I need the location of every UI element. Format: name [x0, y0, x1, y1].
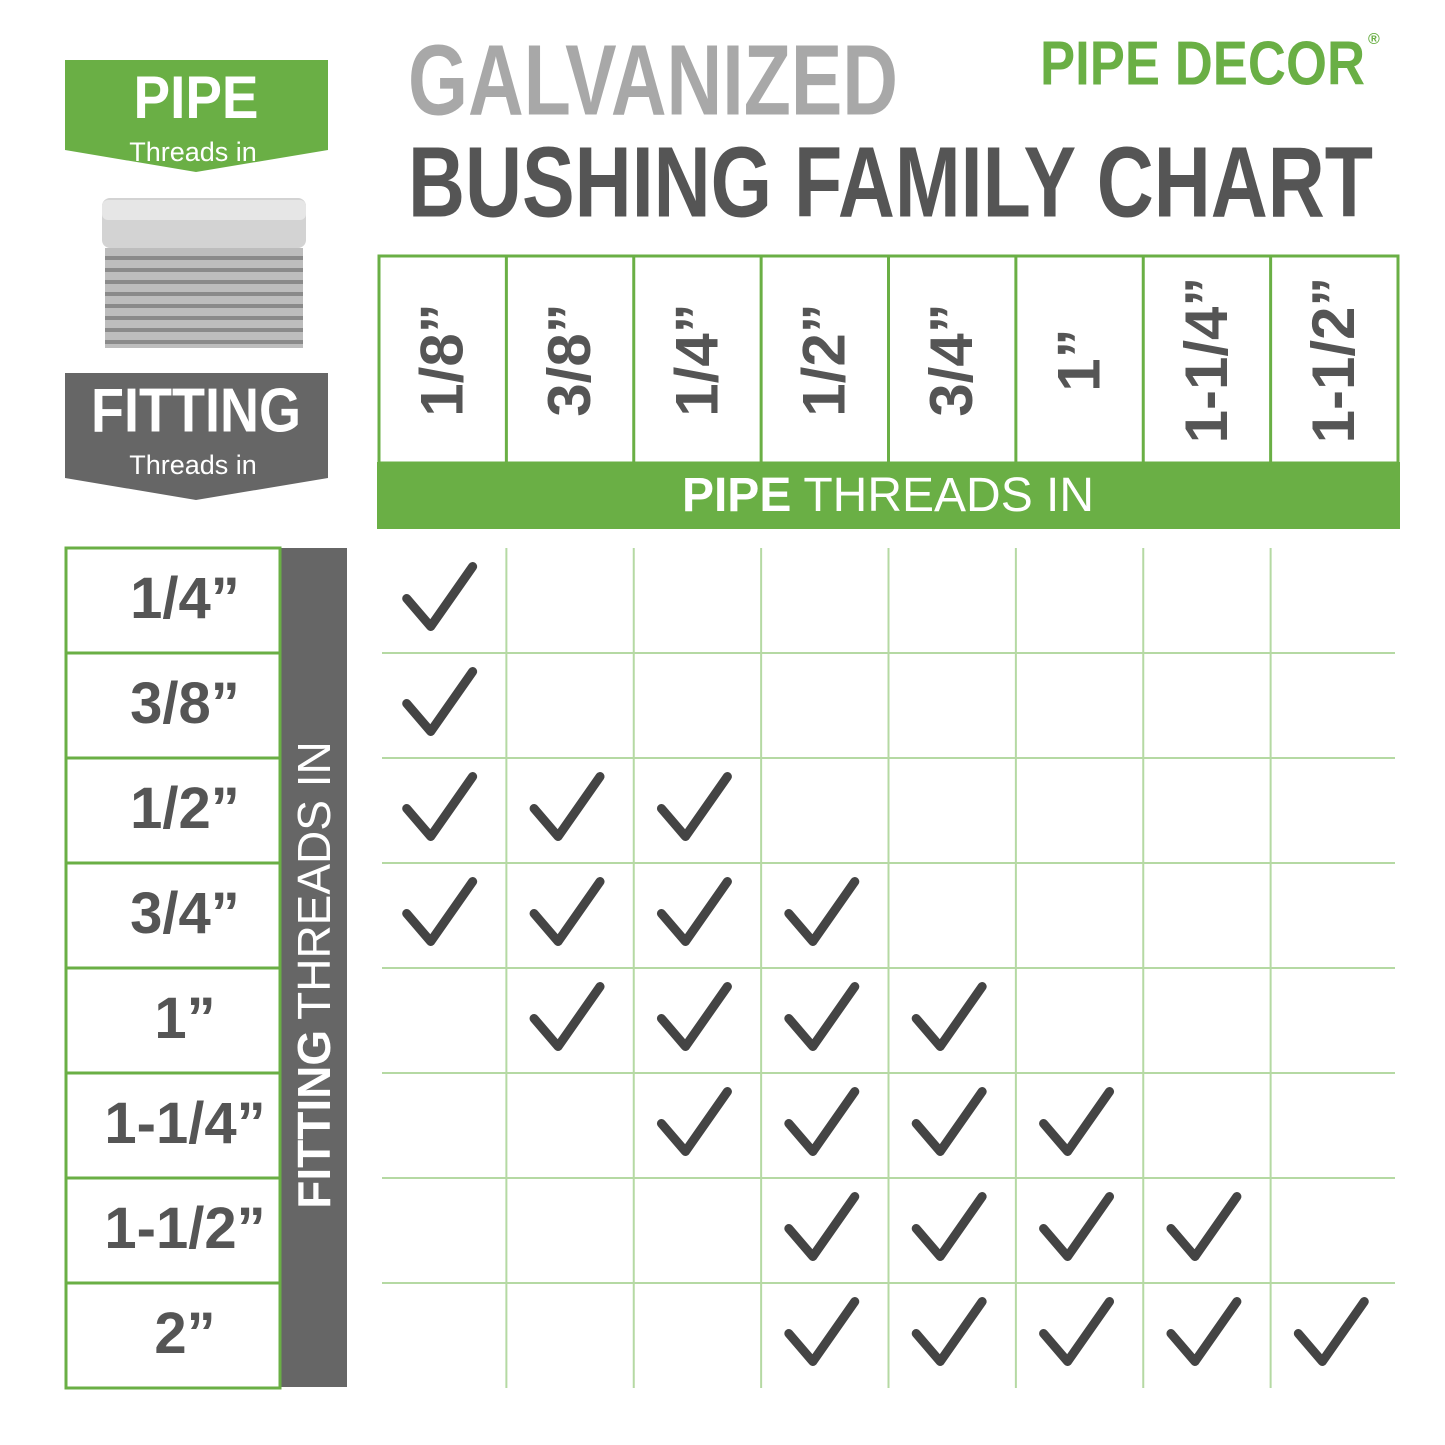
row-axis-bold: FITTING	[288, 1030, 340, 1209]
column-label: 1/2”	[791, 303, 858, 416]
check-mark	[1039, 1297, 1115, 1366]
check-mark	[529, 877, 605, 946]
column-label: 1/4”	[663, 303, 730, 416]
brand: PIPE DECOR	[1040, 29, 1365, 98]
check-mark	[656, 1087, 732, 1156]
check-mark	[656, 982, 732, 1051]
pipe-sub: Threads in	[129, 137, 257, 167]
column-label: 1-1/4”	[1173, 277, 1240, 444]
check-mark	[911, 982, 987, 1051]
check-mark	[529, 772, 605, 841]
title-line1: GALVANIZED	[408, 24, 898, 136]
pipe-label: PIPE	[134, 64, 259, 131]
column-axis-bold: PIPE	[682, 469, 791, 522]
row-label: 1”	[154, 986, 215, 1051]
row-axis-rest: THREADS IN	[288, 741, 340, 1020]
check-mark	[1166, 1297, 1242, 1366]
check-mark	[402, 562, 478, 631]
row-label: 1/4”	[130, 566, 240, 631]
check-mark	[1293, 1297, 1369, 1366]
check-mark	[911, 1297, 987, 1366]
row-label: 2”	[154, 1301, 215, 1366]
row-label-box	[64, 1281, 282, 1390]
check-mark	[402, 877, 478, 946]
fitting-sub: Threads in	[129, 450, 257, 480]
row-axis-bar	[280, 548, 347, 1387]
column-label: 1-1/2”	[1300, 277, 1367, 444]
column-label: 1”	[1045, 328, 1112, 391]
check-mark	[1166, 1192, 1242, 1261]
check-mark	[911, 1087, 987, 1156]
row-label: 3/8”	[130, 671, 240, 736]
check-mark	[656, 772, 732, 841]
check-mark	[656, 877, 732, 946]
row-axis-label: FITTING THREADS IN	[288, 741, 340, 1208]
column-axis-label: PIPE THREADS IN	[682, 469, 1094, 522]
check-mark	[784, 1192, 860, 1261]
check-mark	[529, 982, 605, 1051]
check-mark	[784, 877, 860, 946]
column-label: 1/8”	[409, 303, 476, 416]
row-label: 3/4”	[130, 881, 240, 946]
brand-mark: ®	[1368, 31, 1380, 48]
title-line2: BUSHING FAMILY CHART	[408, 126, 1373, 238]
row-label: 1/2”	[130, 776, 240, 841]
column-axis-bar	[377, 462, 1400, 529]
check-mark	[1039, 1087, 1115, 1156]
check-mark	[402, 667, 478, 736]
row-label: 1-1/2”	[104, 1196, 265, 1261]
fitting-banner	[65, 373, 328, 500]
check-mark	[402, 772, 478, 841]
check-mark	[784, 982, 860, 1051]
check-mark	[784, 1087, 860, 1156]
check-mark	[1039, 1192, 1115, 1261]
fitting-image	[102, 198, 306, 348]
column-label: 3/8”	[536, 303, 603, 416]
fitting-label: FITTING	[91, 376, 301, 445]
row-label: 1-1/4”	[104, 1091, 265, 1156]
check-mark	[784, 1297, 860, 1366]
column-label: 3/4”	[918, 303, 985, 416]
pipe-banner	[65, 60, 328, 172]
column-axis-rest: THREADS IN	[803, 469, 1094, 522]
check-mark	[911, 1192, 987, 1261]
